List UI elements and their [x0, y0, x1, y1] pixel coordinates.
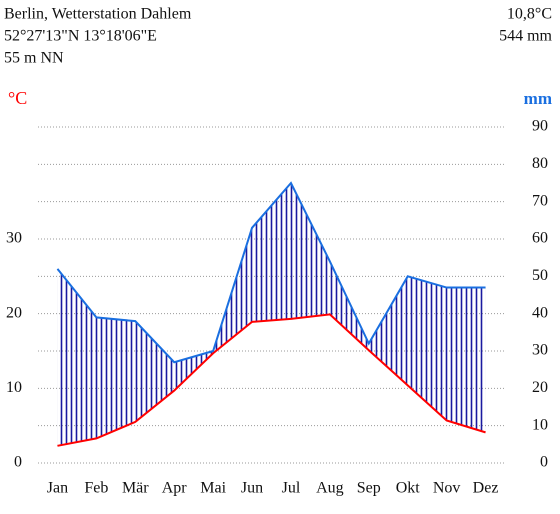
- x-tick-label: Feb: [84, 480, 108, 497]
- x-tick-label: Jan: [47, 480, 68, 497]
- y2-axis-label: mm: [524, 89, 552, 108]
- mean-temperature: 10,8°C: [507, 6, 552, 23]
- chart-title: Berlin, Wetterstation Dahlem: [4, 6, 192, 23]
- y-tick-label: 0: [14, 454, 22, 471]
- x-tick-label: Dez: [473, 480, 499, 497]
- line: [56, 181, 486, 364]
- y2-tick-label: 60: [532, 230, 548, 247]
- y-tick-label: 10: [6, 379, 22, 396]
- y2-tick-label: 20: [532, 379, 548, 396]
- x-tick-label: Jun: [241, 480, 263, 497]
- y2-tick-label: 0: [540, 454, 548, 471]
- x-tick-label: Jul: [282, 480, 301, 497]
- x-tick-label: Okt: [396, 480, 421, 497]
- x-tick-label: Nov: [433, 480, 461, 497]
- coordinates: 52°27'13"N 13°18'06"E: [4, 28, 157, 45]
- line: [57, 313, 486, 447]
- y2-tick-label: 30: [532, 342, 548, 359]
- elevation: 55 m NN: [4, 50, 64, 67]
- y2-tick-label: 90: [532, 118, 548, 135]
- y-tick-label: 20: [6, 304, 22, 321]
- x-tick-label: Mär: [122, 480, 149, 497]
- x-tick-label: Apr: [162, 480, 188, 497]
- x-tick-label: Aug: [316, 480, 344, 497]
- annual-precipitation: 544 mm: [499, 28, 552, 45]
- y-axis-label: °C: [8, 88, 27, 108]
- y2-tick-label: 70: [532, 192, 548, 209]
- x-tick-label: Mai: [200, 480, 226, 497]
- y2-tick-label: 80: [532, 155, 548, 172]
- humid-area: [57, 183, 486, 446]
- y-tick-label: 30: [6, 230, 22, 247]
- y2-tick-label: 50: [532, 267, 548, 284]
- x-tick-label: Sep: [357, 480, 381, 497]
- y2-tick-label: 40: [532, 304, 548, 321]
- y2-tick-label: 10: [532, 416, 548, 433]
